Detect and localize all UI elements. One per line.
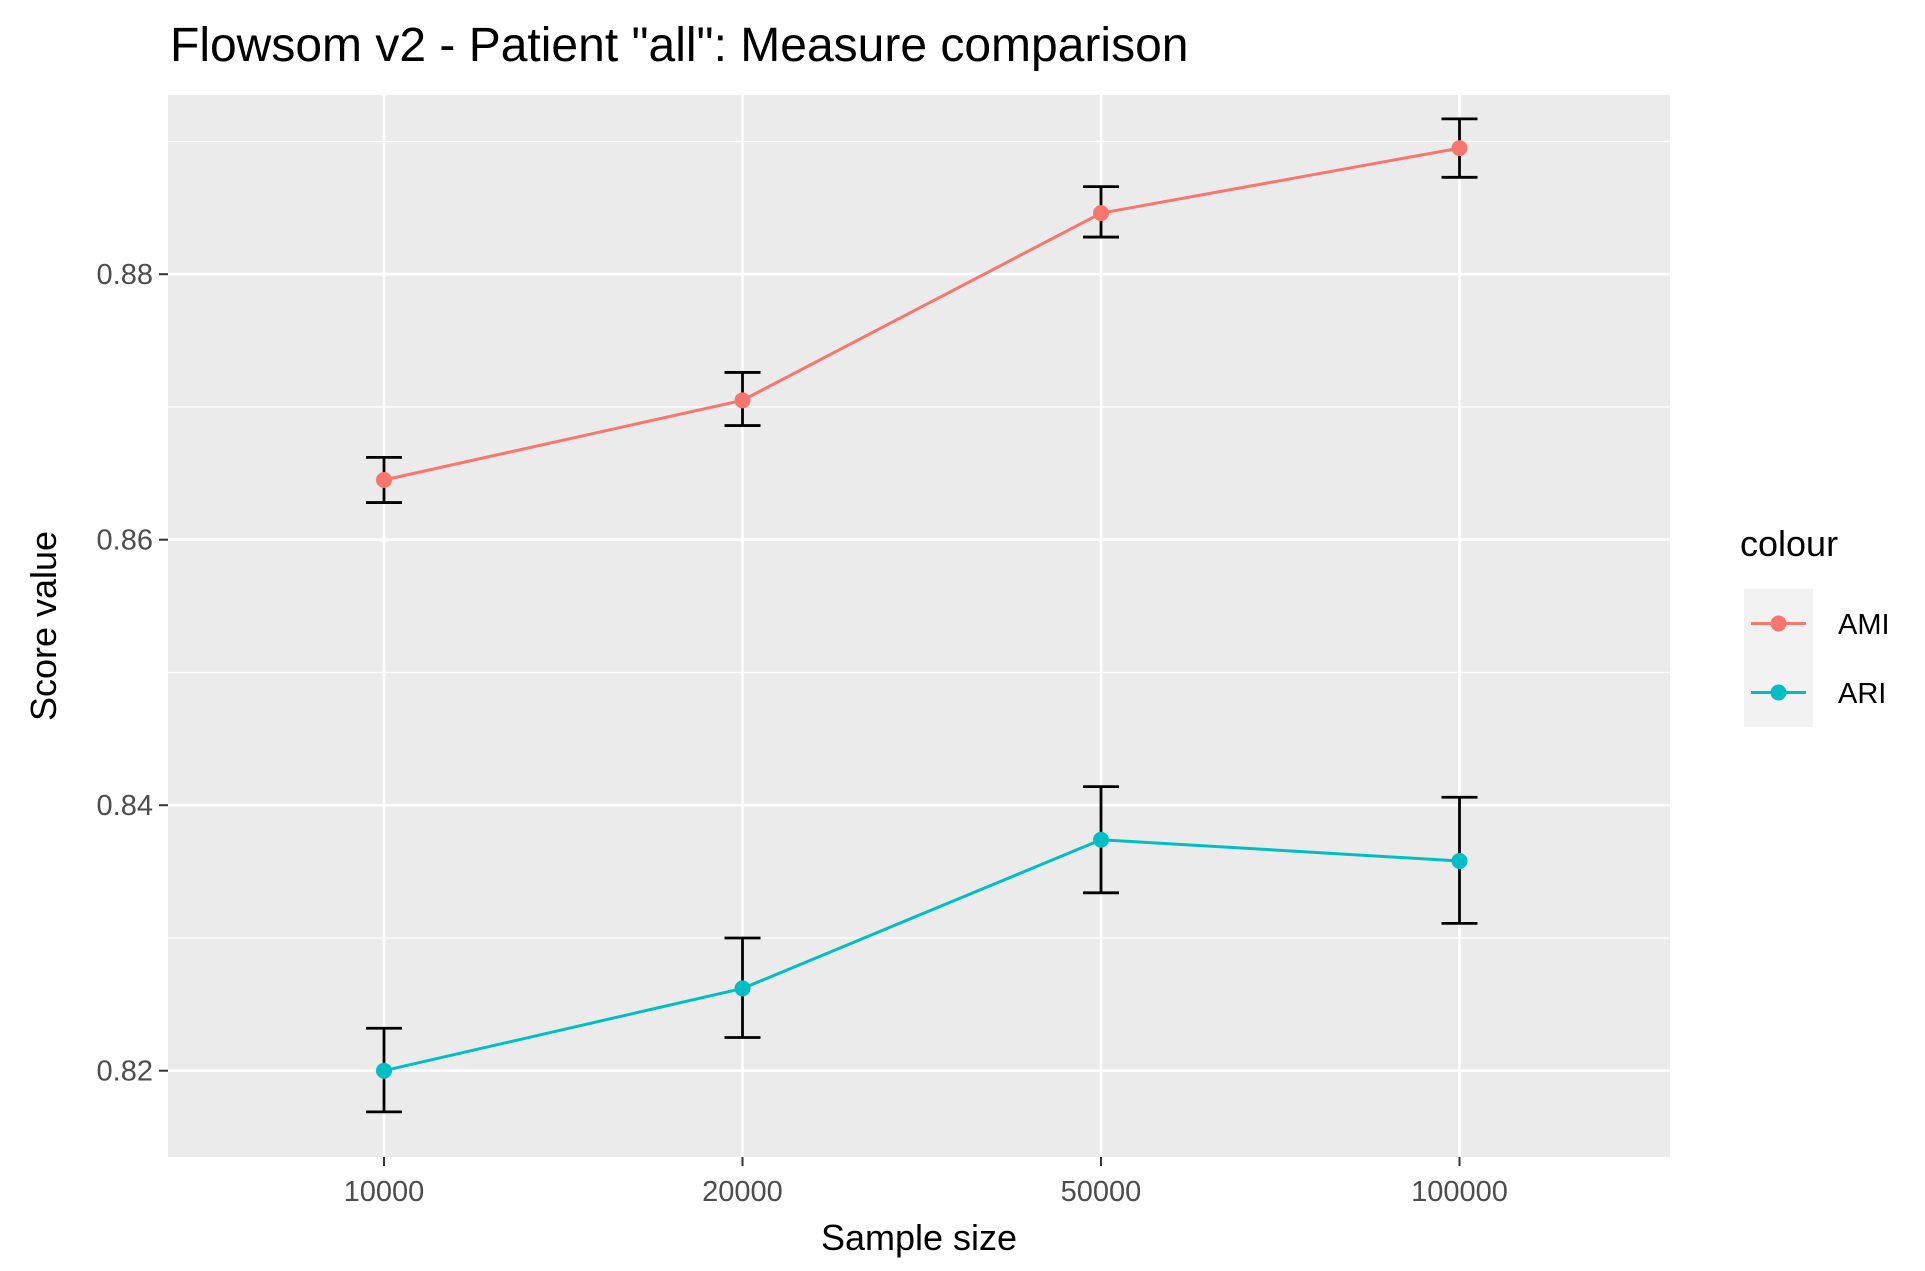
y-tick-label: 0.86 xyxy=(97,525,153,557)
grid-minor xyxy=(168,140,1670,939)
legend-key-point-ami xyxy=(1770,615,1787,632)
data-point-ami xyxy=(376,471,392,488)
data-point-ami xyxy=(1093,205,1109,222)
legend-label-ari: ARI xyxy=(1838,678,1886,710)
series-line-ami xyxy=(383,146,1460,482)
point-layer xyxy=(376,140,1468,1079)
y-tick-label: 0.82 xyxy=(97,1056,153,1088)
legend-label-ami: AMI xyxy=(1838,609,1890,641)
series-line-ari xyxy=(383,838,1460,1073)
data-point-ami xyxy=(1451,140,1468,157)
y-tick-label: 0.88 xyxy=(97,259,153,291)
legend-key-point-ari xyxy=(1770,684,1787,701)
chart-title: Flowsom v2 - Patient "all": Measure comp… xyxy=(170,19,1189,72)
x-axis-title: Sample size xyxy=(821,1217,1017,1258)
data-point-ari xyxy=(376,1062,392,1079)
errorbar-layer xyxy=(366,117,1478,1114)
data-point-ari xyxy=(1093,831,1109,848)
x-tick-label: 20000 xyxy=(702,1176,783,1208)
y-axis-title: Score value xyxy=(23,531,64,721)
legend: colour AMI ARI xyxy=(1740,523,1890,727)
data-point-ami xyxy=(734,392,751,409)
y-axis: 0.82 0.84 0.86 0.88 xyxy=(97,259,168,1088)
data-point-ari xyxy=(734,980,751,997)
legend-items: AMI ARI xyxy=(1744,589,1890,727)
y-tick-label: 0.84 xyxy=(97,790,153,822)
series-layer xyxy=(383,146,1460,1073)
plot-panel xyxy=(168,95,1670,1157)
x-tick-label: 100000 xyxy=(1411,1176,1508,1208)
x-tick-label: 50000 xyxy=(1061,1176,1142,1208)
data-point-ari xyxy=(1451,852,1468,869)
legend-title: colour xyxy=(1740,523,1838,564)
x-axis: 10000 20000 50000 100000 xyxy=(344,1157,1508,1208)
x-tick-label: 10000 xyxy=(344,1176,425,1208)
